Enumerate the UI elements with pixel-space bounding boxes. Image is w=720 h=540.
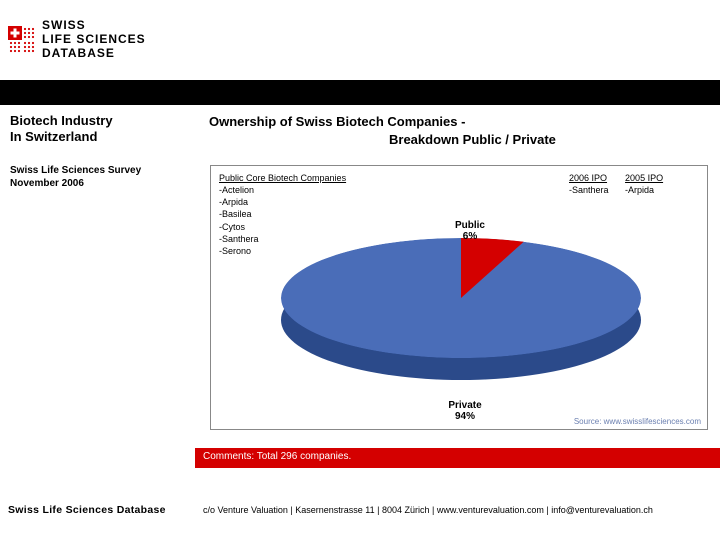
legend-left-item: -Arpida — [219, 196, 369, 208]
legend-ipo-col: 2005 IPO -Arpida — [625, 172, 663, 196]
legend-ipo-item: -Santhera — [569, 184, 609, 196]
legend-ipo-item: -Arpida — [625, 184, 663, 196]
footer: Swiss Life Sciences Database c/o Venture… — [0, 490, 720, 530]
header-black-bar-right — [195, 80, 720, 105]
sidebar-subtitle: Swiss Life Sciences Survey November 2006 — [0, 160, 195, 194]
brand-text: SWISS LIFE SCIENCES DATABASE — [42, 19, 146, 60]
footer-left: Swiss Life Sciences Database — [0, 504, 195, 516]
legend-left-item: -Cytos — [219, 221, 369, 233]
legend-left-item: -Basilea — [219, 208, 369, 220]
title-row: Biotech Industry In Switzerland Ownershi… — [0, 105, 720, 160]
sidebar-sub-l1: Swiss Life Sciences Survey — [10, 165, 141, 176]
main-title: Ownership of Swiss Biotech Companies - B… — [195, 105, 720, 160]
header-right-cell — [195, 0, 720, 80]
slice-label-private: Private94% — [435, 400, 495, 422]
sidebar-title-l1: Biotech Industry — [10, 113, 113, 128]
header-band: SWISS LIFE SCIENCES DATABASE — [0, 0, 720, 105]
slice-label-public: Public6% — [445, 220, 495, 242]
legend-ipo-2006-title: 2006 IPO — [569, 172, 609, 184]
brand-line3: DATABASE — [42, 47, 146, 61]
header-black-bar-left — [0, 80, 195, 105]
comments-text: Comments: Total 296 companies. — [203, 451, 351, 462]
legend-left-title: Public Core Biotech Companies — [219, 172, 369, 184]
legend-ipo: 2006 IPO -Santhera 2005 IPO -Arpida — [569, 172, 699, 196]
swiss-cross-icon — [8, 26, 36, 54]
pie-top-face — [281, 238, 641, 358]
sidebar-title-l2: In Switzerland — [10, 129, 97, 144]
slide: SWISS LIFE SCIENCES DATABASE Biotech Ind… — [0, 0, 720, 540]
legend-ipo-2005-title: 2005 IPO — [625, 172, 663, 184]
sidebar-sub-l2: November 2006 — [10, 178, 84, 189]
pie-chart-panel: Public Core Biotech Companies -Actelion … — [210, 165, 708, 430]
pie-3d — [281, 238, 641, 398]
brand-line2: LIFE SCIENCES — [42, 33, 146, 47]
chart-source: Source: www.swisslifesciences.com — [574, 417, 701, 426]
sidebar-title: Biotech Industry In Switzerland — [0, 105, 195, 160]
header-logo-cell: SWISS LIFE SCIENCES DATABASE — [0, 0, 195, 80]
main-title-l2: Breakdown Public / Private — [209, 131, 706, 149]
main-title-l1: Ownership of Swiss Biotech Companies - — [209, 114, 465, 129]
legend-left-item: -Actelion — [219, 184, 369, 196]
brand-logo: SWISS LIFE SCIENCES DATABASE — [8, 19, 146, 60]
legend-ipo-col: 2006 IPO -Santhera — [569, 172, 609, 196]
brand-line1: SWISS — [42, 19, 146, 33]
footer-right: c/o Venture Valuation | Kasernenstrasse … — [195, 505, 720, 515]
comments-bar: Comments: Total 296 companies. — [195, 448, 720, 468]
